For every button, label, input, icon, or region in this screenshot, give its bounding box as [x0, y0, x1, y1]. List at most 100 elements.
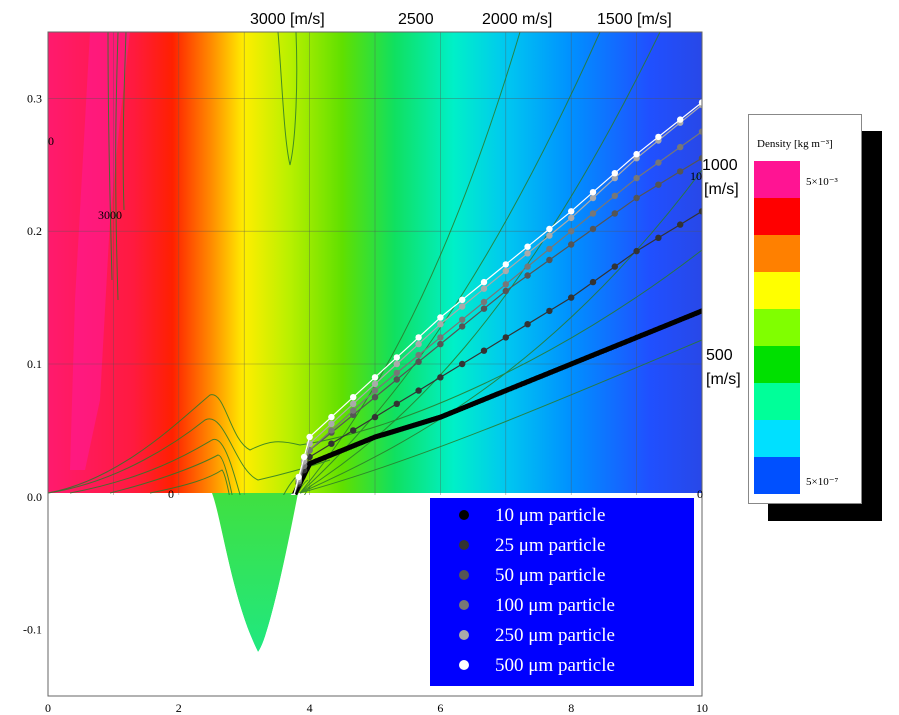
trajectory-point: [524, 272, 531, 279]
colorbar-swatch: [754, 457, 800, 494]
legend-marker: [459, 570, 469, 580]
x-tick-label: 2: [176, 701, 182, 715]
grid-lines: [48, 32, 702, 495]
legend-entry: 25 μm particle: [495, 535, 605, 556]
trajectory-point: [437, 374, 444, 381]
trajectory-point: [328, 440, 335, 447]
trajectory-point: [350, 394, 357, 401]
trajectory-point: [328, 427, 335, 434]
legend-marker: [459, 630, 469, 640]
trajectory-point: [437, 334, 444, 341]
trajectory-point: [437, 321, 444, 328]
trajectory-point: [633, 194, 640, 202]
trajectory-point: [459, 303, 466, 310]
trajectory-point: [415, 351, 422, 359]
trajectory-point: [350, 411, 357, 419]
velocity-unit-500: [m/s]: [706, 371, 741, 388]
trajectory-point: [480, 347, 488, 354]
colorbar-swatch: [754, 420, 800, 457]
trajectory-point: [502, 334, 509, 341]
trajectory-point: [459, 360, 466, 368]
velocity-label-2000: 2000 m/s]: [482, 11, 552, 28]
trajectory-point: [306, 433, 313, 441]
trajectory-point: [589, 210, 597, 217]
trajectory-point: [568, 214, 575, 222]
legend-entry: 100 μm particle: [495, 595, 615, 616]
y-tick-labels: -0.1 0.0 0.1 0.2 0.3: [23, 91, 42, 636]
trajectory-point: [480, 285, 488, 292]
trajectory-point: [415, 358, 422, 365]
trajectory-point: [568, 294, 575, 301]
trajectory-point: [459, 316, 466, 323]
legend-entry: 500 μm particle: [495, 655, 615, 676]
trajectory-point: [328, 413, 335, 421]
x-tick-label: 4: [307, 701, 313, 715]
trajectory-point: [546, 232, 553, 239]
trajectory-line: [293, 210, 702, 495]
trajectory-point: [415, 340, 422, 348]
trajectory-point: [698, 208, 702, 215]
trajectory-point: [524, 250, 531, 257]
trajectory-point: [350, 400, 357, 407]
trajectory-point: [546, 307, 553, 315]
y-tick-label: 0.3: [27, 91, 42, 105]
x-tick-label: 0: [45, 701, 51, 715]
colorbar-swatch: [754, 161, 800, 198]
y-tick-label: 0.0: [27, 490, 42, 504]
legend-box: [430, 498, 694, 686]
legend-marker: [459, 540, 469, 550]
trajectory-point: [502, 261, 509, 268]
trajectory-point: [589, 225, 597, 233]
trajectory-point: [677, 221, 684, 228]
contour-label-0: 0: [168, 487, 174, 501]
y-tick-label: -0.1: [23, 623, 42, 637]
x-tick-label: 8: [568, 701, 574, 715]
trajectory-point: [546, 245, 553, 253]
trajectory-point: [698, 99, 702, 106]
x-tick-labels: 0 2 4 6 8 10: [45, 701, 708, 715]
trajectory-point: [480, 305, 488, 312]
colorbar-title: Density [kg m⁻³]: [757, 138, 833, 150]
trajectory-point: [393, 354, 400, 361]
trajectory-point: [546, 225, 553, 233]
trajectory-point: [677, 116, 684, 123]
colorbar-swatch: [754, 346, 800, 383]
trajectory-line: [293, 157, 702, 495]
y-tick-label: 0.2: [27, 224, 42, 238]
trajectory-point: [611, 174, 618, 182]
trajectory-point: [611, 263, 618, 270]
trajectory-line: [293, 101, 702, 495]
trajectory-point: [568, 241, 575, 248]
trajectory-point: [437, 340, 444, 348]
velocity-label-500: 500: [706, 347, 733, 364]
legend-entry: 10 μm particle: [495, 505, 605, 526]
trajectory-point: [633, 247, 640, 255]
trajectory-point: [371, 394, 379, 401]
contour-label-10: 10: [690, 169, 702, 183]
contour-label-0-right: 0: [697, 487, 703, 501]
trajectory-point: [677, 143, 684, 151]
trajectory-point: [459, 323, 466, 330]
trajectory-point: [655, 181, 662, 188]
y-tick-label: 0.1: [27, 357, 42, 371]
trajectory-point: [589, 278, 597, 286]
trajectory-point: [698, 155, 702, 162]
trajectory-point: [677, 168, 684, 175]
trajectory-point: [655, 234, 662, 241]
trajectory-point: [502, 287, 509, 295]
contour-lines: [48, 32, 702, 495]
trajectory-point: [371, 380, 379, 388]
trajectory-point: [350, 427, 357, 434]
legend-marker: [459, 510, 469, 520]
velocity-label-1500: 1500 [m/s]: [597, 11, 672, 28]
trajectory-point: [371, 387, 379, 394]
trajectory-point: [568, 208, 575, 215]
trajectory-point: [393, 360, 400, 368]
trajectory-point: [393, 369, 400, 377]
trajectory-point: [655, 133, 662, 141]
colorbar-swatch: [754, 235, 800, 272]
trajectory-point: [393, 400, 400, 407]
colorbar-min-label: 5×10⁻⁷: [806, 476, 839, 488]
plot-frame: [47, 31, 703, 697]
velocity-label-2500: 2500: [398, 11, 434, 28]
